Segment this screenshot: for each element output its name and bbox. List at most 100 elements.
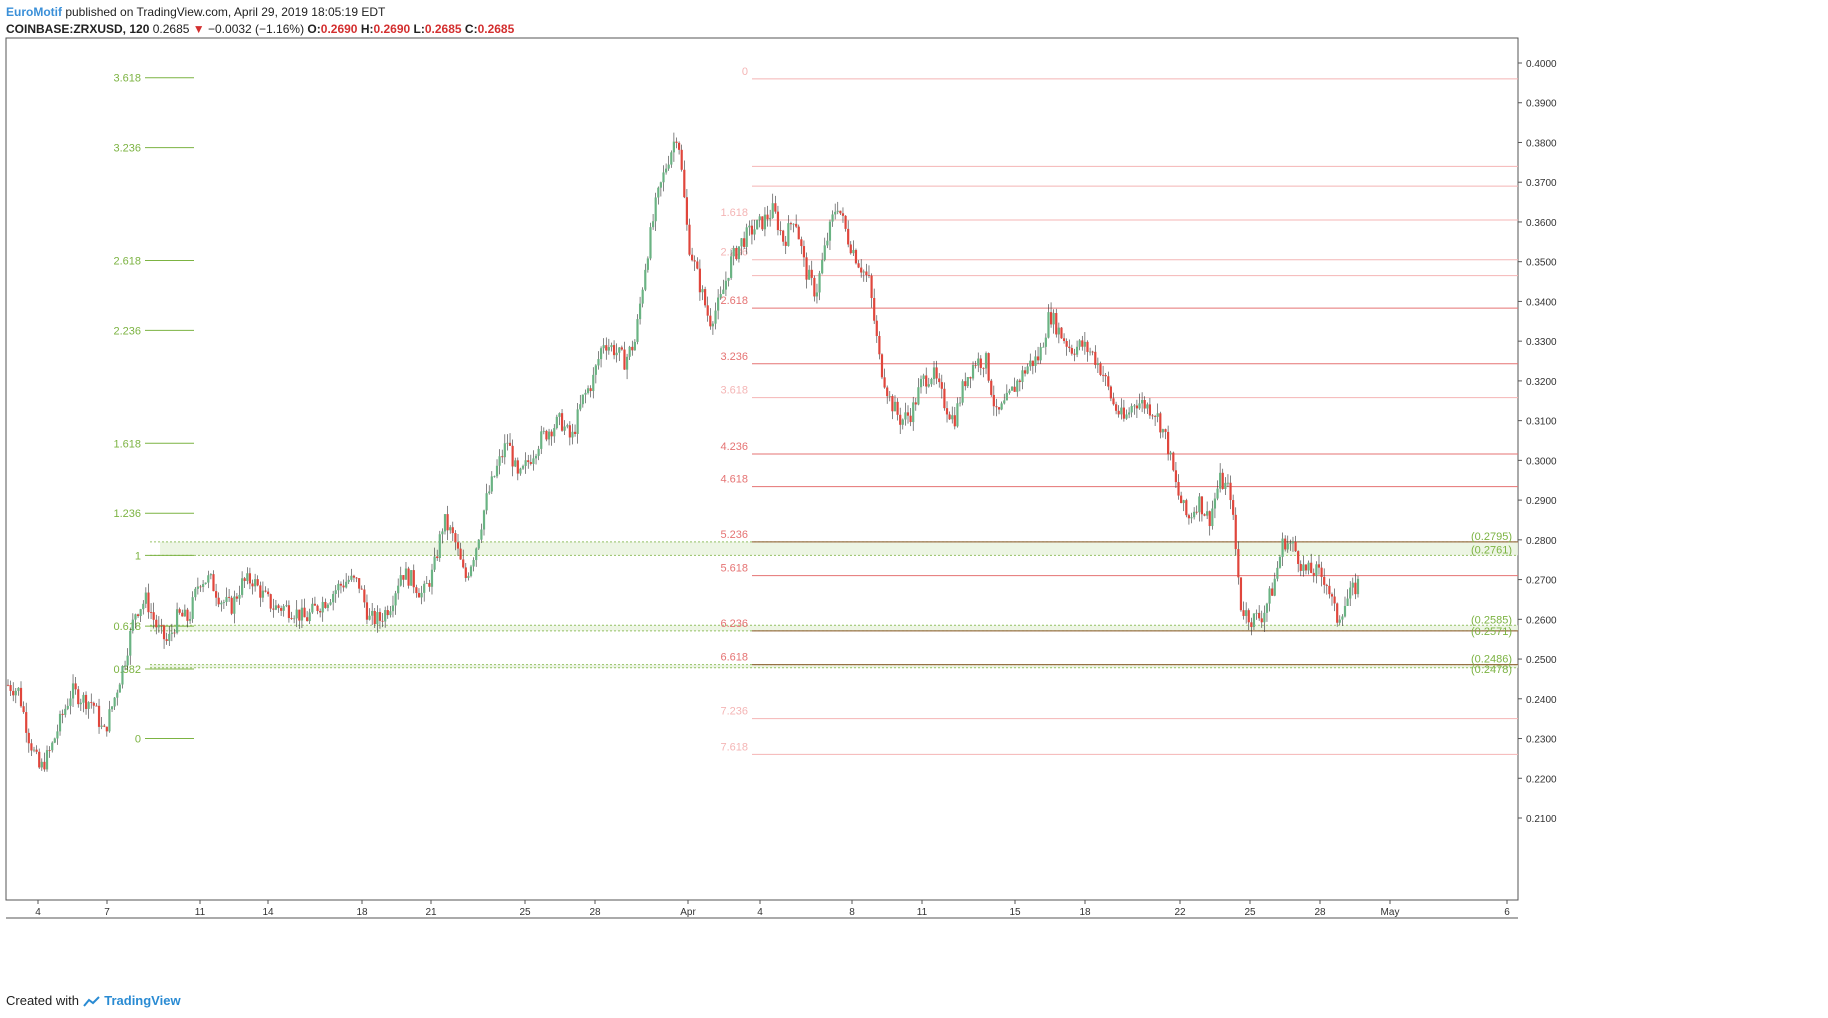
- y-tick-label: 0.2700: [1526, 576, 1557, 587]
- candle-up: [1141, 399, 1144, 404]
- candle-up: [1138, 403, 1141, 409]
- candle-up: [1315, 564, 1318, 576]
- candle-up: [56, 731, 59, 739]
- candle-up: [670, 152, 673, 165]
- fib-zone-lower: [150, 664, 1518, 668]
- candle-down: [750, 225, 754, 235]
- candle-down: [854, 250, 858, 264]
- candle-up: [537, 448, 540, 456]
- candle-down: [12, 690, 15, 696]
- candle-up: [183, 609, 186, 617]
- candle-down: [298, 609, 301, 621]
- candle-down: [776, 211, 780, 231]
- candle-up: [756, 219, 759, 230]
- candle-up: [651, 221, 655, 228]
- x-tick-label: 15: [1009, 907, 1021, 918]
- candle-down: [1018, 380, 1021, 383]
- candle-down: [631, 346, 634, 351]
- candle-up: [1276, 567, 1279, 579]
- candle-down: [436, 556, 439, 559]
- candle-up: [701, 289, 704, 293]
- candle-down: [1312, 572, 1315, 576]
- candle-down: [230, 597, 233, 614]
- candle-up: [311, 603, 314, 613]
- candle-up: [961, 381, 964, 403]
- candle-up: [519, 468, 522, 474]
- candle-down: [1250, 622, 1253, 628]
- candle-up: [142, 603, 145, 610]
- candle-down: [43, 761, 46, 770]
- x-tick-label: 25: [1244, 907, 1256, 918]
- candle-down: [735, 247, 738, 260]
- candle-up: [808, 269, 811, 280]
- tradingview-brand[interactable]: TradingView: [104, 993, 181, 1008]
- candle-down: [761, 216, 764, 230]
- y-tick-label: 0.2800: [1526, 536, 1557, 547]
- candle-up: [815, 292, 819, 297]
- fib-ret-label: 3.618: [720, 385, 748, 397]
- candle-up: [836, 210, 839, 212]
- candle-down: [1237, 549, 1240, 578]
- candle-up: [1278, 556, 1282, 568]
- candle-up: [1281, 538, 1284, 557]
- y-tick-label: 0.3200: [1526, 377, 1557, 388]
- down-arrow-icon: ▼: [192, 22, 205, 36]
- candle-up: [649, 227, 652, 259]
- price-level-label: (0.2571): [1471, 626, 1512, 638]
- candle-up: [32, 749, 36, 751]
- candle-up: [1120, 407, 1123, 415]
- candle-down: [873, 298, 876, 321]
- candle-up: [904, 412, 907, 420]
- tradingview-logo-icon: [82, 995, 100, 1007]
- candle-up: [261, 590, 265, 598]
- candle-down: [810, 269, 813, 278]
- low-label: L:: [413, 22, 425, 36]
- candle-up: [951, 415, 954, 420]
- candle-down: [306, 617, 309, 622]
- candle-up: [771, 203, 774, 218]
- candle-down: [945, 408, 949, 415]
- candle-up: [599, 348, 603, 360]
- candle-up: [1146, 404, 1149, 409]
- candle-down: [1271, 588, 1274, 596]
- publisher-name[interactable]: EuroMotif: [6, 5, 62, 19]
- candle-down: [545, 430, 548, 440]
- candle-down: [360, 588, 363, 590]
- candle-up: [118, 684, 121, 693]
- candle-down: [1185, 500, 1188, 516]
- candle-up: [646, 258, 649, 270]
- candle-down: [1208, 511, 1211, 527]
- candle-down: [870, 275, 873, 299]
- candle-down: [1177, 482, 1180, 496]
- candle-up: [586, 388, 590, 393]
- candle-down: [891, 396, 894, 412]
- candle-down: [782, 230, 785, 242]
- candle-up: [597, 359, 600, 366]
- candle-down: [1229, 482, 1232, 501]
- candle-down: [251, 583, 254, 587]
- candle-down: [417, 593, 421, 598]
- candle-down: [1091, 351, 1094, 353]
- candle-down: [685, 197, 689, 225]
- candle-up: [711, 323, 715, 327]
- candle-up: [971, 364, 975, 379]
- candle-up: [1338, 619, 1341, 623]
- candle-down: [568, 425, 571, 438]
- candle-down: [1187, 515, 1191, 519]
- candle-up: [498, 456, 501, 466]
- candle-down: [1260, 618, 1263, 623]
- candle-down: [243, 578, 246, 581]
- candle-up: [58, 713, 62, 732]
- candle-up: [485, 493, 488, 511]
- candle-up: [828, 221, 832, 241]
- candle-up: [475, 548, 478, 561]
- candle-down: [706, 305, 709, 316]
- fib-ext-label: 2.618: [113, 255, 141, 267]
- y-tick-label: 0.2600: [1526, 615, 1557, 626]
- y-tick-label: 0.2100: [1526, 814, 1557, 825]
- candle-up: [123, 665, 127, 667]
- x-tick-label: May: [1381, 907, 1400, 918]
- candle-down: [313, 603, 317, 606]
- candlestick-chart[interactable]: 3.618 3.236 2.618 2.236 1.618 1.236 1 0.618 0.38…: [0, 0, 1828, 990]
- candle-up: [420, 592, 423, 598]
